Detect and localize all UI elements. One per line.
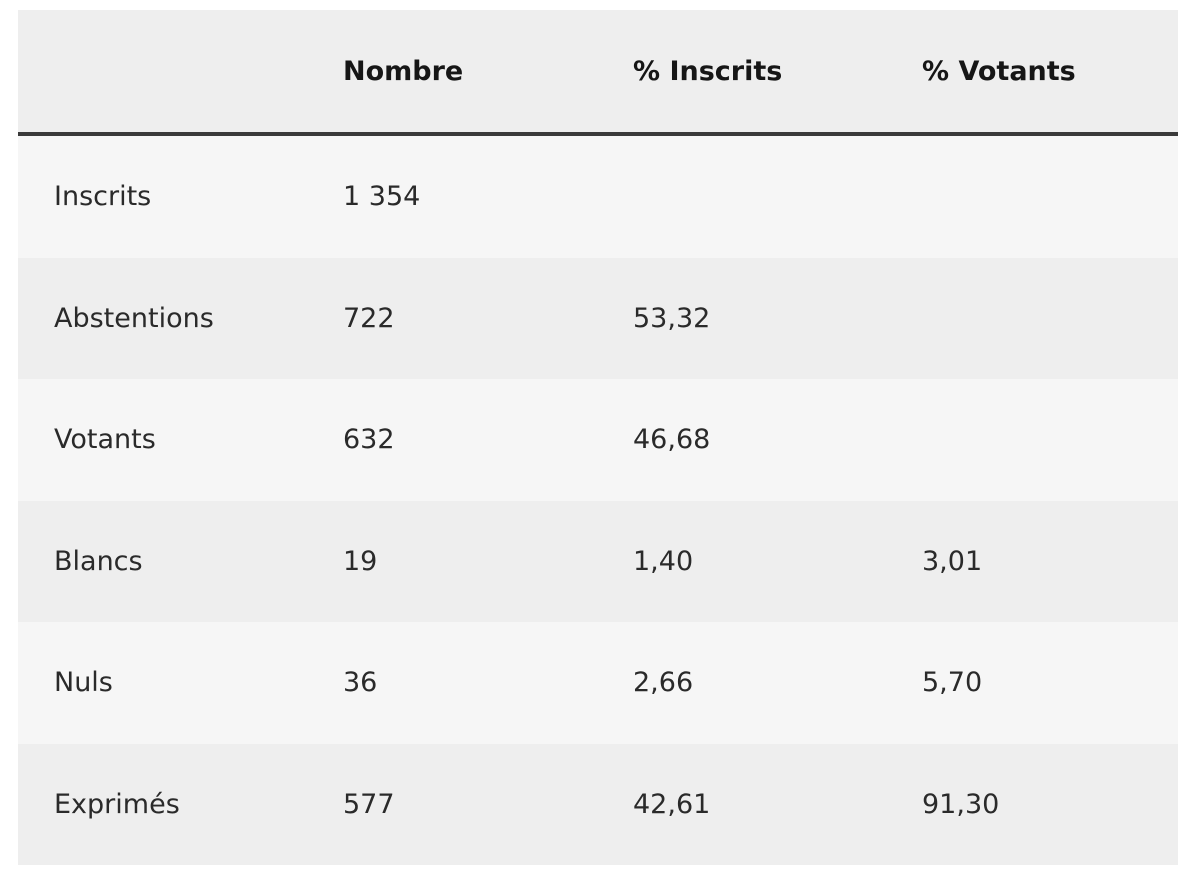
table-row: Votants 632 46,68 (18, 379, 1178, 501)
column-header: % Votants (922, 10, 1178, 136)
empty-cell (922, 134, 1178, 258)
table-cell: 46,68 (633, 424, 711, 456)
row-label: Abstentions (54, 302, 214, 334)
table-cell: 722 (343, 302, 395, 334)
table-cell: 1 354 (343, 181, 421, 213)
table-cell: 36 (343, 667, 378, 699)
table-row: Exprimés 577 42,61 91,30 (18, 743, 1178, 865)
results-table: Nombre% Inscrits% Votants Inscrits 1 354 A… (18, 10, 1178, 865)
table-cell: 91,30 (922, 788, 1000, 820)
table-cell: 3,01 (922, 545, 983, 577)
table-cell: 1,40 (633, 545, 694, 577)
empty-cell (922, 379, 1178, 501)
header-row: Nombre% Inscrits% Votants (18, 10, 1178, 136)
row-label: Nuls (54, 667, 113, 699)
table-cell: 19 (343, 545, 378, 577)
table-cell: 632 (343, 424, 395, 456)
row-label: Votants (54, 424, 156, 456)
table-row: Abstentions 722 53,32 (18, 257, 1178, 380)
row-label: Inscrits (54, 181, 152, 213)
column-header: % Inscrits (633, 10, 922, 136)
table-cell: 42,61 (633, 788, 711, 820)
table-cell: 5,70 (922, 667, 983, 699)
table-body: Inscrits 1 354 Abstentions 722 53,32 Votants 6… (18, 134, 1178, 865)
table-row: Blancs 19 1,40 3,01 (18, 500, 1178, 622)
empty-cell (922, 258, 1178, 380)
table-row: Nuls 36 2,66 5,70 (18, 622, 1178, 744)
row-label: Exprimés (54, 788, 180, 820)
empty-cell (633, 134, 922, 258)
row-label: Blancs (54, 545, 143, 577)
table-cell: 53,32 (633, 302, 711, 334)
table-cell: 2,66 (633, 667, 694, 699)
table-cell: 577 (343, 788, 395, 820)
column-header: Nombre (343, 10, 633, 136)
table-row: Inscrits 1 354 (18, 134, 1178, 258)
corner-cell (18, 10, 343, 136)
